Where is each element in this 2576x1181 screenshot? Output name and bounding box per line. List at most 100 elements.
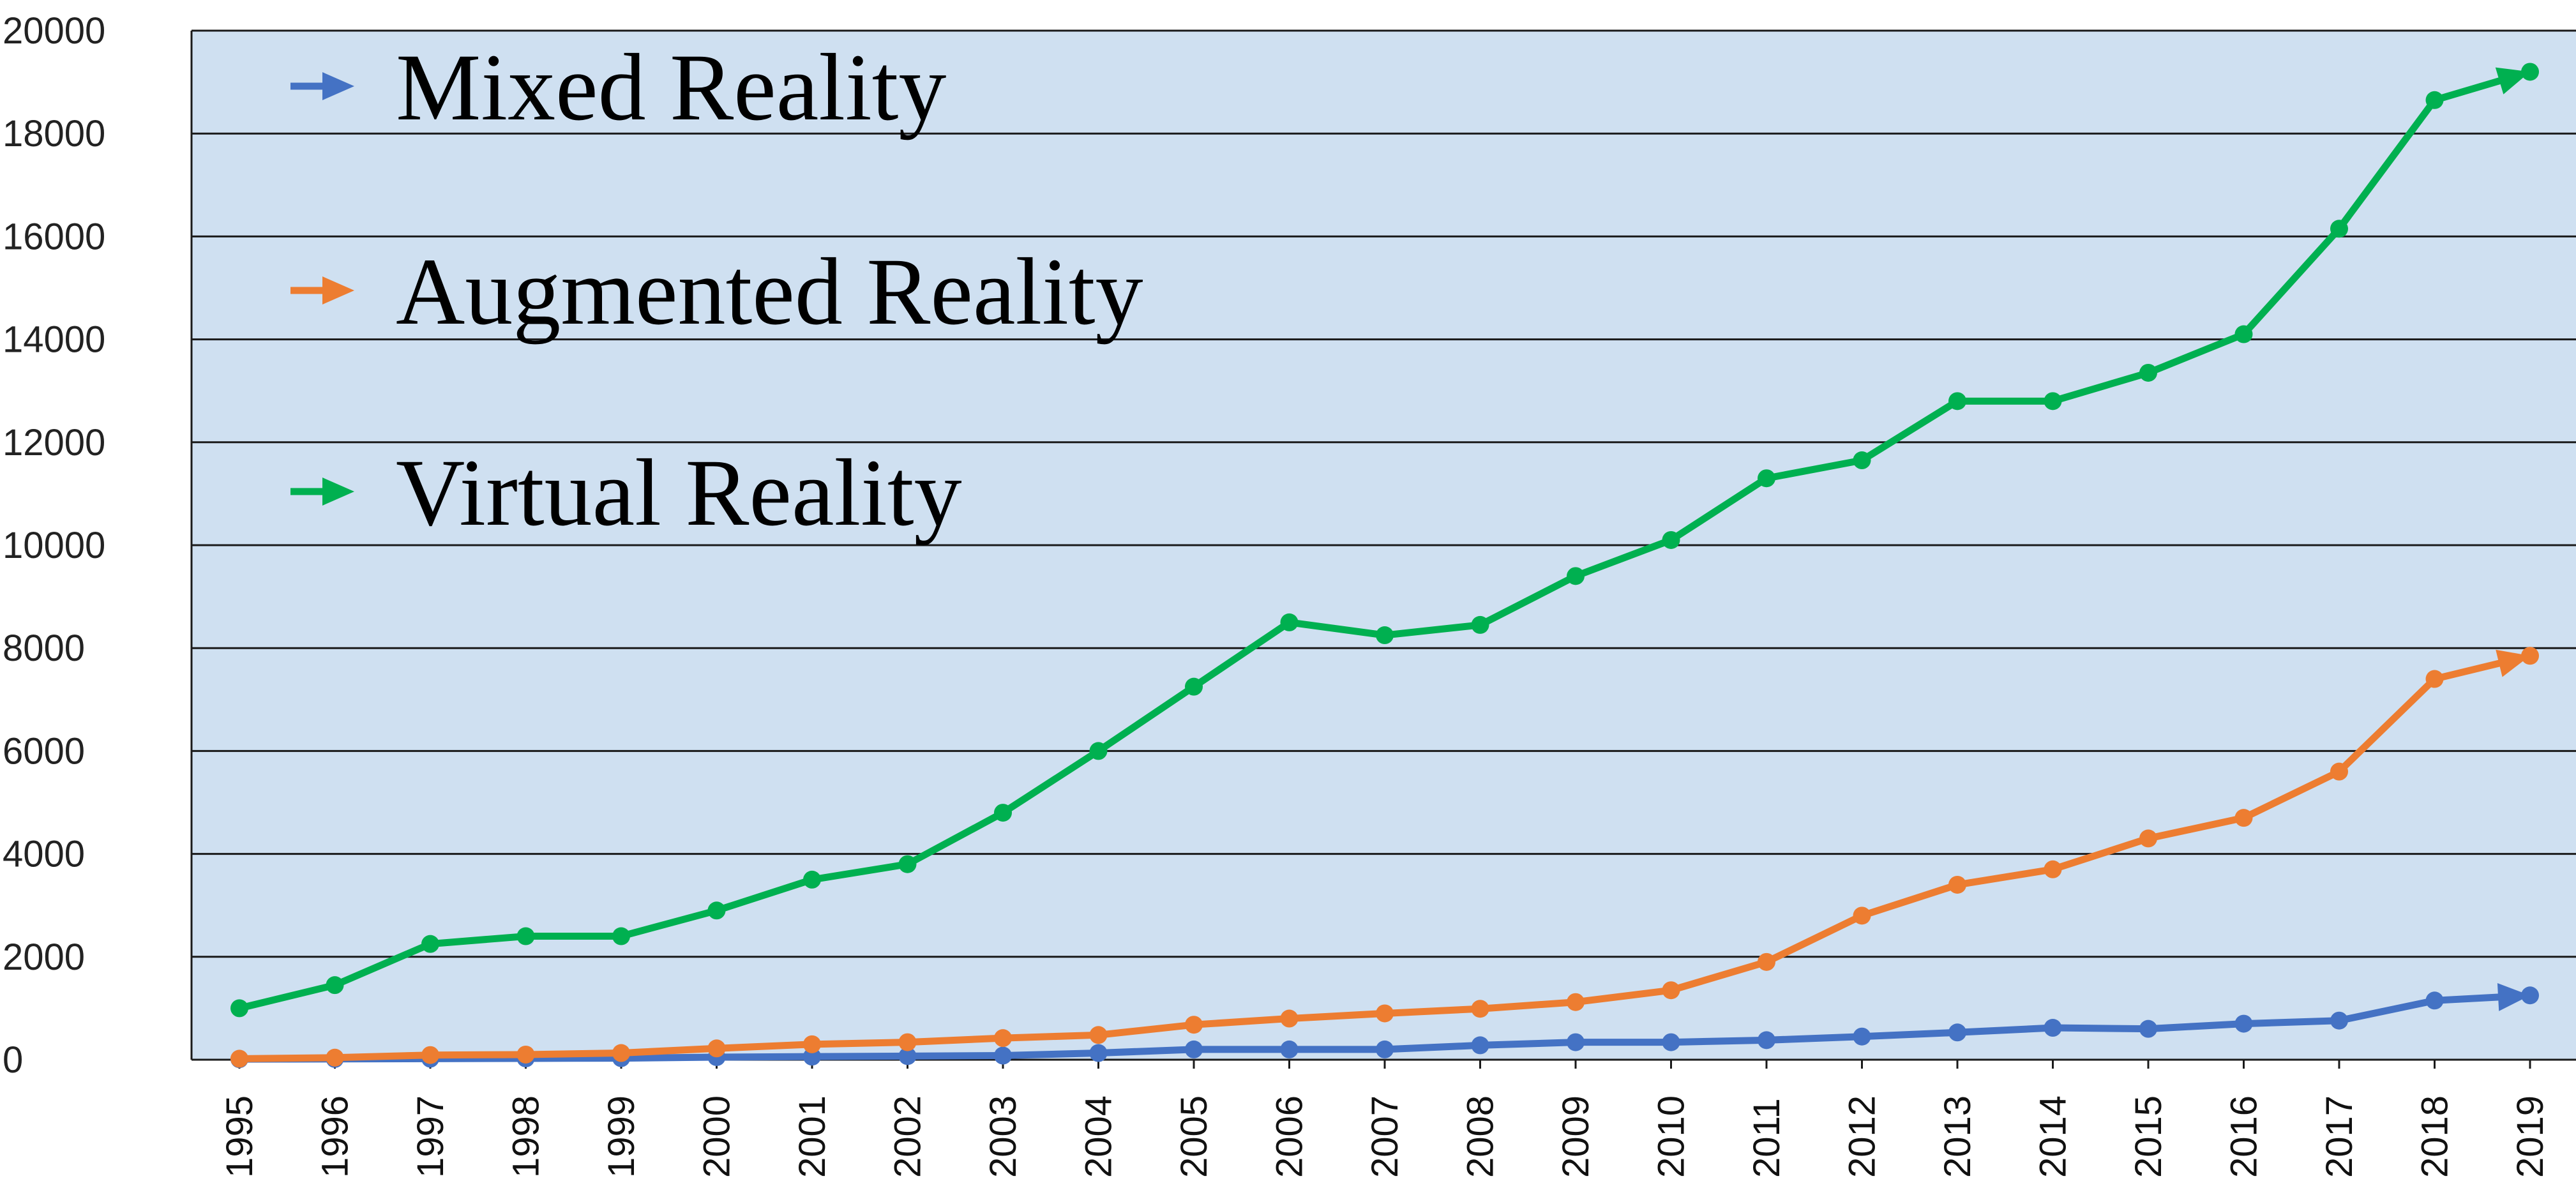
legend-label-augmented-reality: Augmented Reality <box>396 239 1143 345</box>
data-point-virtual-reality <box>898 855 917 873</box>
data-point-virtual-reality <box>1089 742 1108 760</box>
series-group <box>230 63 2539 1069</box>
legend-swatch-arrow-virtual-reality <box>322 478 354 506</box>
data-point-virtual-reality <box>1567 567 1585 585</box>
x-tick-label: 1995 <box>219 1095 260 1178</box>
y-tick-label: 16000 <box>3 216 105 257</box>
data-point-augmented-reality <box>2044 860 2062 878</box>
x-tick-label: 2017 <box>2319 1095 2360 1178</box>
x-tick-label: 1996 <box>315 1095 356 1178</box>
legend-item-augmented-reality: Augmented Reality <box>290 239 1143 345</box>
data-point-augmented-reality <box>1089 1026 1108 1044</box>
y-tick-label: 6000 <box>3 730 85 772</box>
data-point-virtual-reality <box>1471 615 1489 634</box>
data-point-virtual-reality <box>230 999 248 1018</box>
data-point-augmented-reality <box>326 1048 344 1067</box>
x-tick-label: 2005 <box>1173 1095 1215 1178</box>
data-point-mixed-reality <box>1089 1044 1108 1062</box>
data-point-augmented-reality <box>707 1039 726 1058</box>
data-point-augmented-reality <box>2139 829 2157 848</box>
data-point-augmented-reality <box>612 1044 630 1062</box>
data-point-virtual-reality <box>2044 392 2062 410</box>
data-point-mixed-reality <box>1567 1033 1585 1051</box>
data-point-augmented-reality <box>1853 906 1871 925</box>
data-point-virtual-reality <box>2330 220 2348 238</box>
data-point-virtual-reality <box>421 935 439 953</box>
data-point-augmented-reality <box>230 1049 248 1068</box>
x-tick-label: 2002 <box>887 1095 929 1178</box>
data-point-augmented-reality <box>2425 670 2444 688</box>
data-point-mixed-reality <box>2139 1019 2157 1038</box>
data-point-mixed-reality <box>1376 1040 1394 1058</box>
x-tick-label: 2012 <box>1842 1095 1883 1178</box>
data-point-mixed-reality <box>1662 1033 1680 1051</box>
data-point-augmented-reality <box>1185 1016 1203 1034</box>
data-point-mixed-reality <box>1758 1031 1775 1049</box>
data-point-augmented-reality <box>898 1033 917 1051</box>
y-tick-label: 10000 <box>3 525 105 566</box>
x-tick-label: 2006 <box>1269 1095 1311 1178</box>
x-tick-label: 2013 <box>1937 1095 1978 1178</box>
y-axis-ticks: 0 2000 4000 6000 8000 10000 12000 14000 16000 180… <box>3 10 105 1081</box>
y-tick-label: 4000 <box>3 834 85 875</box>
data-point-mixed-reality <box>803 1048 821 1066</box>
legend-item-virtual-reality: Virtual Reality <box>290 440 962 546</box>
legend-item-mixed-reality: Mixed Reality <box>290 34 946 140</box>
x-tick-label: 2000 <box>697 1095 738 1178</box>
y-tick-label: 20000 <box>3 10 105 52</box>
data-point-mixed-reality <box>2234 1014 2253 1033</box>
data-point-virtual-reality <box>1280 613 1299 631</box>
data-point-virtual-reality <box>707 901 726 920</box>
data-point-mixed-reality <box>898 1047 917 1065</box>
y-tick-label: 2000 <box>3 937 85 978</box>
data-point-virtual-reality <box>516 927 535 945</box>
data-point-virtual-reality <box>1853 451 1871 470</box>
x-tick-label: 2007 <box>1364 1095 1406 1178</box>
data-point-mixed-reality <box>2425 991 2444 1010</box>
data-point-augmented-reality <box>1376 1004 1394 1023</box>
legend-swatch-arrow-mixed-reality <box>322 72 354 100</box>
x-tick-label: 2016 <box>2224 1095 2265 1178</box>
data-point-augmented-reality <box>1567 993 1585 1011</box>
data-point-virtual-reality <box>994 804 1012 822</box>
data-point-augmented-reality <box>1280 1009 1299 1028</box>
data-point-virtual-reality <box>2234 325 2253 343</box>
legend: Mixed Reality Augmented Reality Virtual Re… <box>290 34 1143 546</box>
data-point-mixed-reality <box>1471 1036 1489 1055</box>
series-arrow-virtual-reality <box>2495 67 2530 94</box>
data-point-augmented-reality <box>994 1029 1012 1048</box>
y-tick-label: 12000 <box>3 422 105 463</box>
x-tick-label: 2004 <box>1078 1095 1120 1178</box>
data-point-virtual-reality <box>803 870 821 889</box>
data-point-mixed-reality <box>1280 1040 1299 1058</box>
series-arrow-augmented-reality <box>2496 649 2530 677</box>
data-point-virtual-reality <box>1185 677 1203 696</box>
x-tick-label: 2008 <box>1460 1095 1502 1178</box>
data-point-mixed-reality <box>2330 1011 2348 1030</box>
x-tick-label: 1997 <box>410 1095 451 1178</box>
data-point-virtual-reality <box>2425 91 2444 109</box>
x-tick-label: 2003 <box>983 1095 1024 1178</box>
data-point-augmented-reality <box>803 1035 821 1053</box>
data-point-virtual-reality <box>612 927 630 945</box>
x-tick-label: 2011 <box>1746 1098 1788 1178</box>
data-point-augmented-reality <box>1758 952 1775 971</box>
data-point-mixed-reality <box>1185 1040 1203 1058</box>
legend-label-virtual-reality: Virtual Reality <box>396 440 962 546</box>
y-tick-label: 8000 <box>3 628 85 669</box>
series-arrow-mixed-reality <box>2497 982 2530 1011</box>
x-tick-label: 2009 <box>1555 1095 1597 1178</box>
data-point-mixed-reality <box>2044 1019 2062 1037</box>
data-point-virtual-reality <box>1662 530 1680 549</box>
data-point-augmented-reality <box>1662 981 1680 1000</box>
data-point-augmented-reality <box>2330 762 2348 781</box>
data-point-virtual-reality <box>1376 626 1394 645</box>
data-point-virtual-reality <box>2139 363 2157 382</box>
y-tick-label: 14000 <box>3 319 105 361</box>
x-tick-label: 2019 <box>2510 1095 2551 1178</box>
x-tick-label: 2015 <box>2128 1095 2169 1178</box>
data-point-augmented-reality <box>2234 809 2253 827</box>
data-point-virtual-reality <box>1948 392 1966 410</box>
data-point-augmented-reality <box>1948 875 1966 894</box>
